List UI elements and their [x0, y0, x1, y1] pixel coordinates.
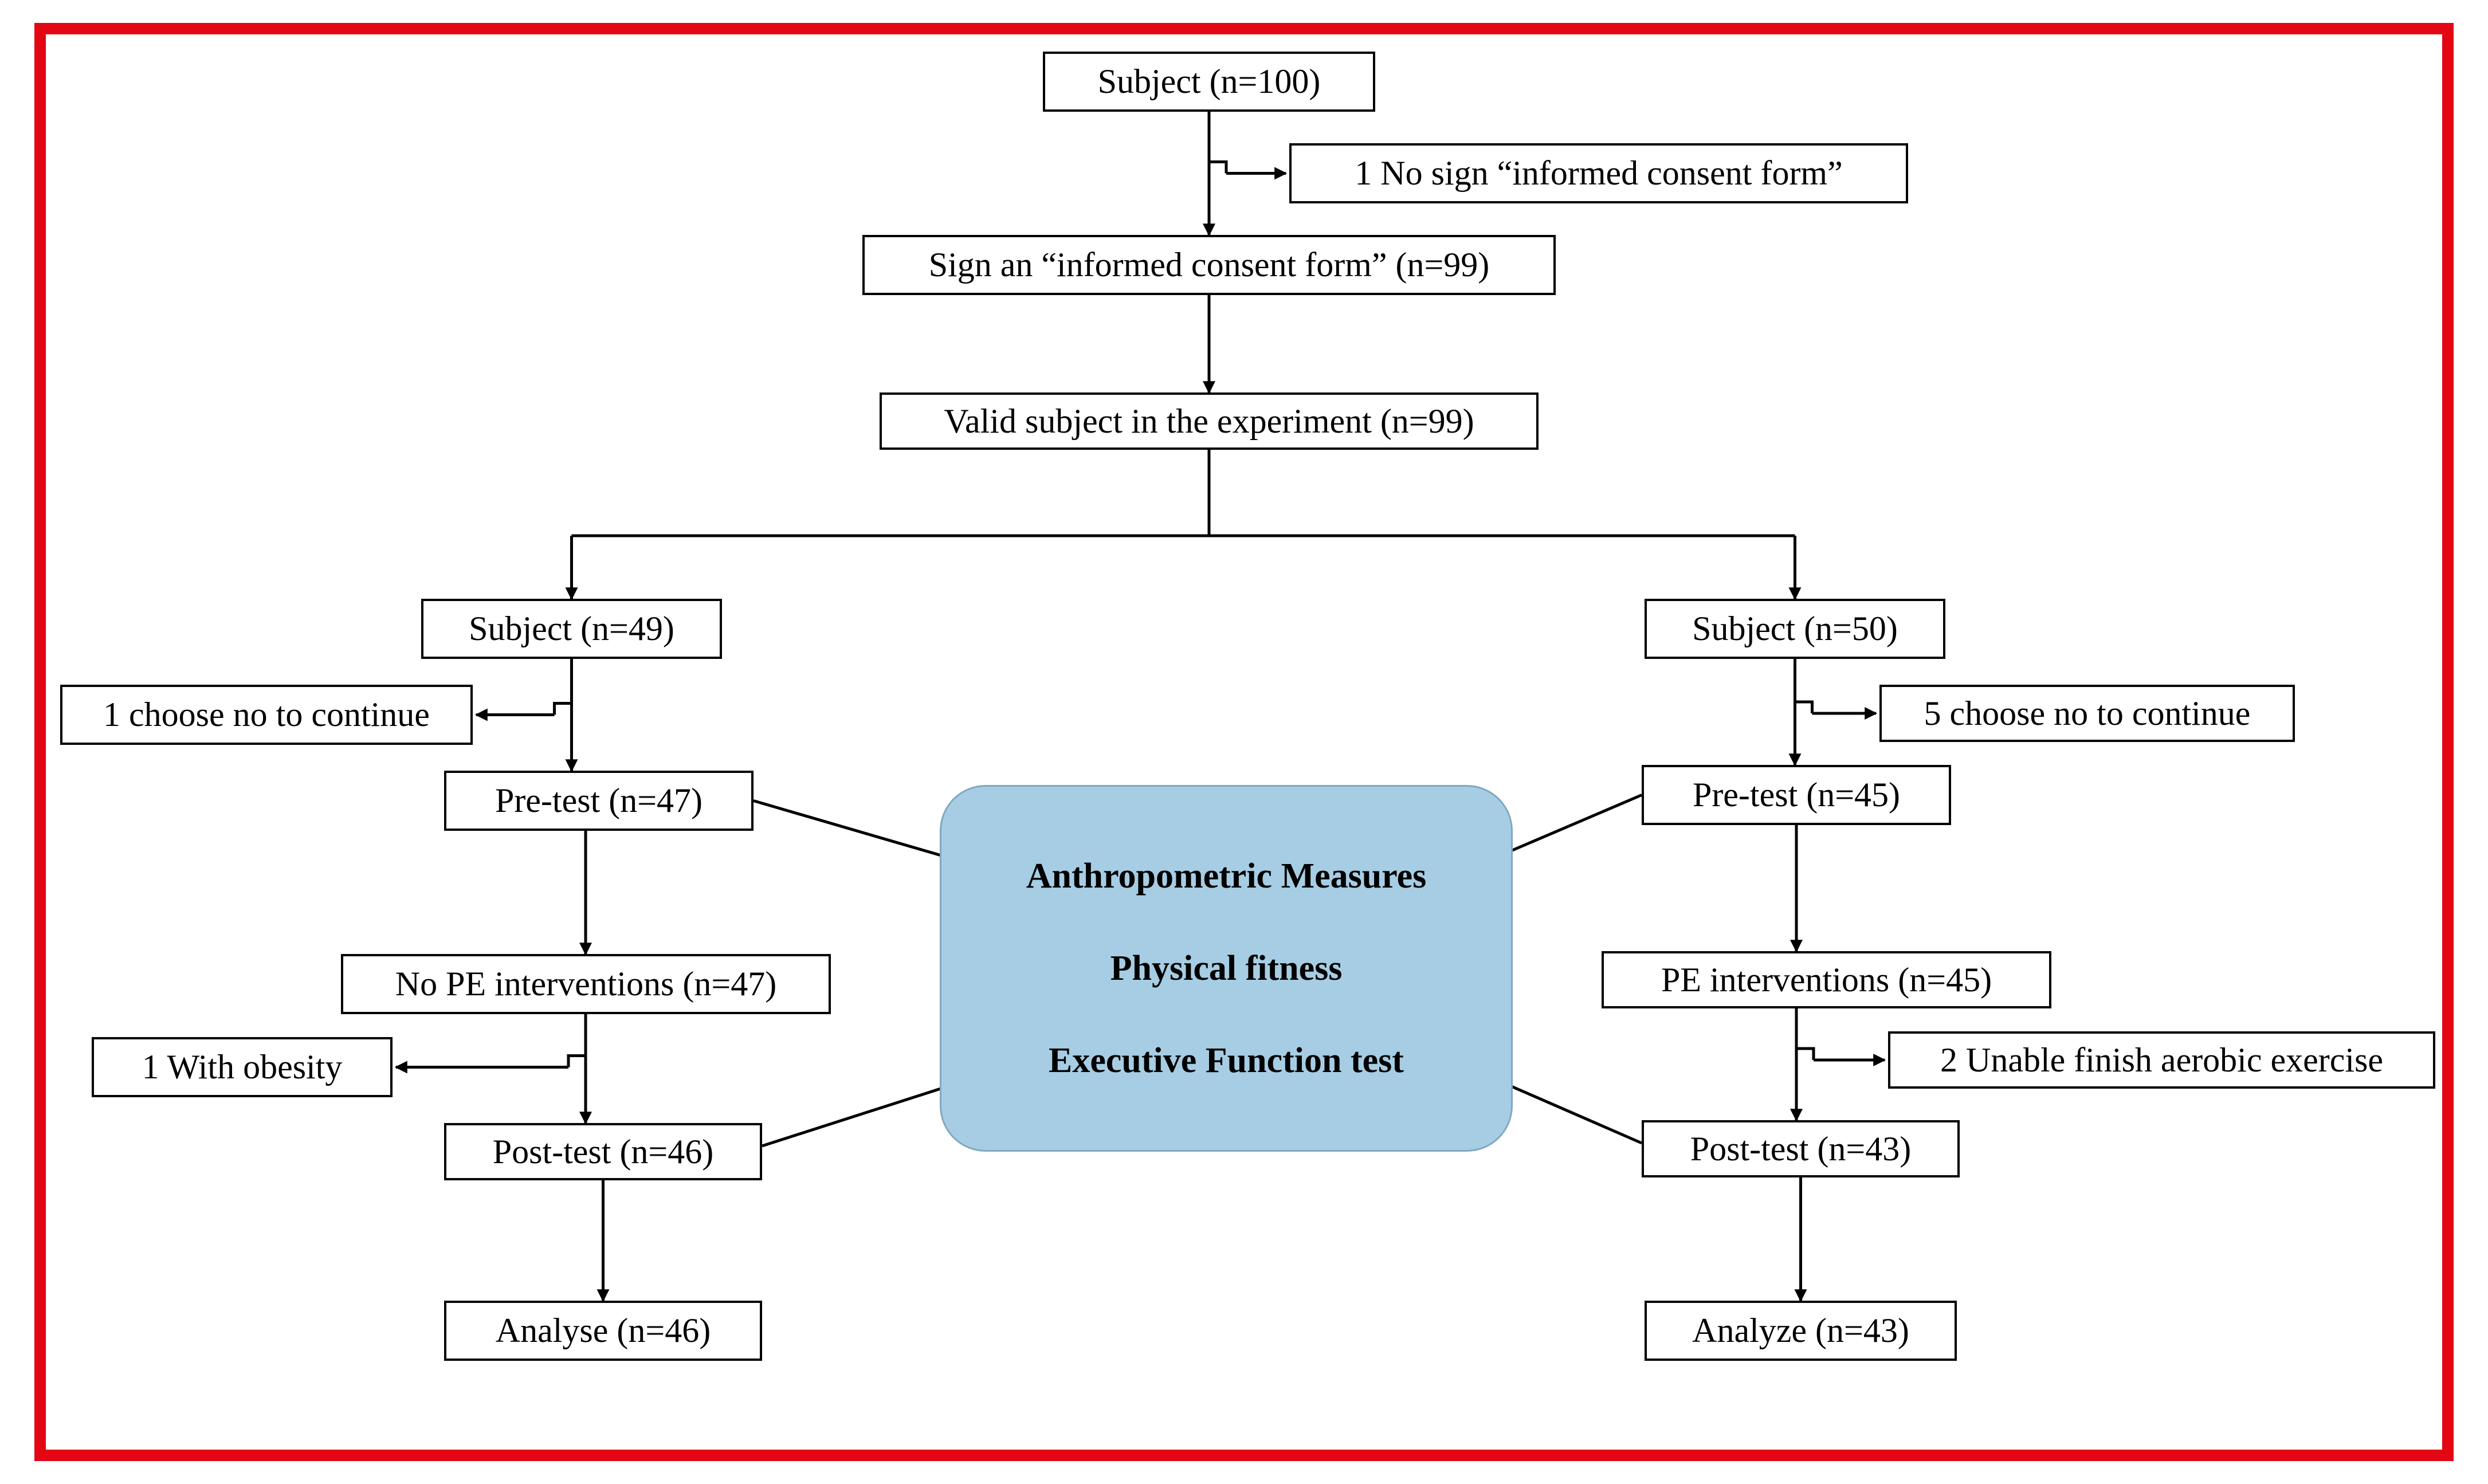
node-n_l_subject: Subject (n=49) — [421, 599, 722, 659]
flowchart-stage: Subject (n=100) 1 No sign “informed conse… — [0, 0, 2488, 1484]
node-label: 2 Unable finish aerobic exercise — [1940, 1041, 2383, 1080]
central-line-0: Anthropometric Measures — [1026, 856, 1427, 897]
node-label: 5 choose no to continue — [1924, 694, 2251, 733]
node-n_l_analyse: Analyse (n=46) — [444, 1301, 762, 1361]
node-label: Analyse (n=46) — [496, 1311, 711, 1350]
node-label: 1 No sign “informed consent form” — [1355, 154, 1842, 193]
node-n_r_posttest: Post-test (n=43) — [1642, 1120, 1960, 1177]
node-n_nosign: 1 No sign “informed consent form” — [1289, 143, 1908, 203]
node-n_r_interv: PE interventions (n=45) — [1602, 951, 2051, 1008]
node-label: Subject (n=100) — [1098, 62, 1321, 101]
node-label: 1 With obesity — [142, 1047, 343, 1087]
node-label: Subject (n=50) — [1692, 609, 1898, 649]
node-label: No PE interventions (n=47) — [395, 964, 776, 1004]
node-label: Sign an “informed consent form” (n=99) — [929, 245, 1490, 285]
node-n_r_subject: Subject (n=50) — [1645, 599, 1945, 659]
node-n_l_obesity: 1 With obesity — [92, 1037, 393, 1097]
node-label: PE interventions (n=45) — [1661, 960, 1992, 1000]
node-n_r_analyze: Analyze (n=43) — [1645, 1301, 1957, 1361]
node-n_l_pretest: Pre-test (n=47) — [444, 771, 754, 831]
central-node: Anthropometric Measures Physical fitness E… — [940, 785, 1513, 1152]
node-n_subject100: Subject (n=100) — [1043, 52, 1375, 112]
node-label: Post-test (n=43) — [1690, 1129, 1912, 1169]
node-label: 1 choose no to continue — [103, 695, 430, 735]
node-n_r_pretest: Pre-test (n=45) — [1642, 765, 1951, 825]
node-n_r_choose: 5 choose no to continue — [1879, 685, 2295, 742]
node-n_r_unable: 2 Unable finish aerobic exercise — [1888, 1031, 2435, 1089]
node-label: Pre-test (n=47) — [495, 781, 703, 820]
node-n_signform: Sign an “informed consent form” (n=99) — [862, 235, 1556, 295]
node-label: Post-test (n=46) — [493, 1132, 714, 1172]
node-n_l_interv: No PE interventions (n=47) — [341, 954, 831, 1014]
node-label: Pre-test (n=45) — [1693, 775, 1900, 815]
central-line-2: Executive Function test — [1049, 1041, 1404, 1081]
node-n_valid: Valid subject in the experiment (n=99) — [880, 392, 1539, 450]
node-label: Subject (n=49) — [469, 609, 674, 649]
central-line-1: Physical fitness — [1110, 948, 1343, 989]
node-n_l_choose: 1 choose no to continue — [60, 685, 473, 745]
node-n_l_posttest: Post-test (n=46) — [444, 1123, 762, 1180]
node-label: Valid subject in the experiment (n=99) — [944, 402, 1474, 441]
node-label: Analyze (n=43) — [1692, 1311, 1909, 1350]
